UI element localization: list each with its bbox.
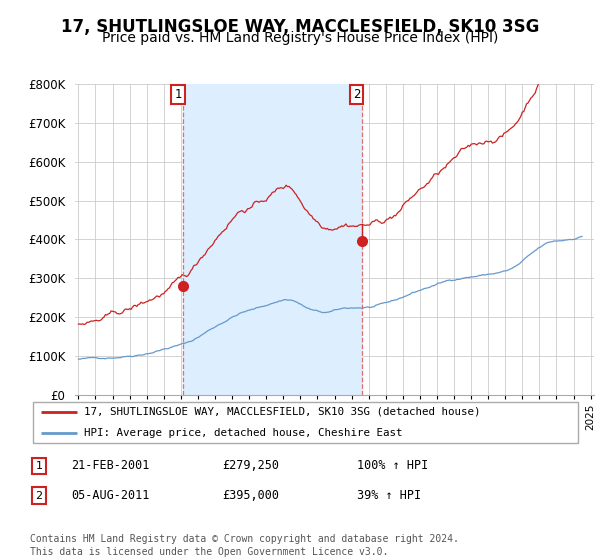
Text: 100% ↑ HPI: 100% ↑ HPI <box>357 459 428 473</box>
Text: £395,000: £395,000 <box>222 489 279 502</box>
Text: 1: 1 <box>35 461 43 471</box>
FancyBboxPatch shape <box>33 402 578 443</box>
Text: 2: 2 <box>353 88 361 101</box>
Text: Price paid vs. HM Land Registry's House Price Index (HPI): Price paid vs. HM Land Registry's House … <box>102 31 498 45</box>
Text: Contains HM Land Registry data © Crown copyright and database right 2024.
This d: Contains HM Land Registry data © Crown c… <box>30 534 459 557</box>
Text: 17, SHUTLINGSLOE WAY, MACCLESFIELD, SK10 3SG: 17, SHUTLINGSLOE WAY, MACCLESFIELD, SK10… <box>61 18 539 36</box>
Text: 39% ↑ HPI: 39% ↑ HPI <box>357 489 421 502</box>
Text: 1: 1 <box>174 88 182 101</box>
Text: 21-FEB-2001: 21-FEB-2001 <box>71 459 149 473</box>
Text: £279,250: £279,250 <box>222 459 279 473</box>
Text: HPI: Average price, detached house, Cheshire East: HPI: Average price, detached house, Ches… <box>84 428 403 438</box>
Text: 17, SHUTLINGSLOE WAY, MACCLESFIELD, SK10 3SG (detached house): 17, SHUTLINGSLOE WAY, MACCLESFIELD, SK10… <box>84 407 481 417</box>
Text: 2: 2 <box>35 491 43 501</box>
Text: 05-AUG-2011: 05-AUG-2011 <box>71 489 149 502</box>
Bar <box>183 84 362 395</box>
